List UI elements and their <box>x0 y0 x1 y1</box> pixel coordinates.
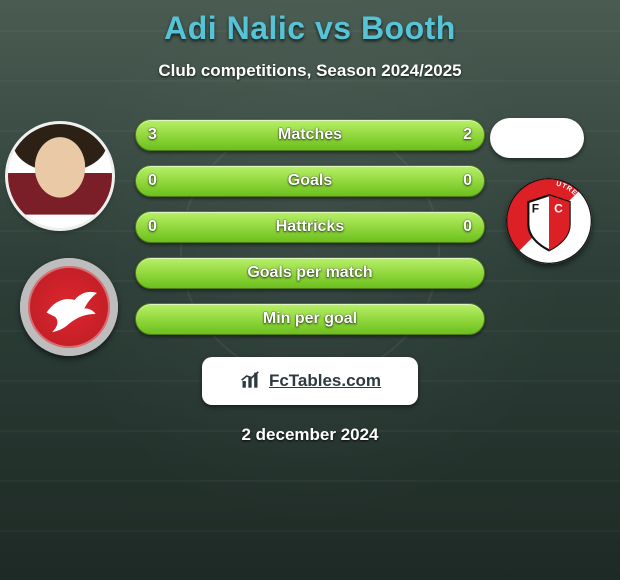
stats-list: 3 Matches 2 0 Goals 0 0 Hattricks 0 Goal… <box>135 119 485 335</box>
stat-value-left: 3 <box>148 126 157 144</box>
stat-label: Goals per match <box>247 264 372 282</box>
stat-label: Min per goal <box>263 310 357 328</box>
club-crest-left-inner <box>28 266 110 348</box>
stat-value-left: 0 <box>148 172 157 190</box>
stat-row-goals-per-match: Goals per match <box>135 257 485 289</box>
stat-label: Goals <box>288 172 332 190</box>
page-subtitle: Club competitions, Season 2024/2025 <box>10 61 610 81</box>
card-root: Adi Nalic vs Booth Club competitions, Se… <box>0 0 620 580</box>
stat-row-matches: 3 Matches 2 <box>135 119 485 151</box>
stat-value-right: 0 <box>463 172 472 190</box>
stat-row-min-per-goal: Min per goal <box>135 303 485 335</box>
stat-label: Matches <box>278 126 342 144</box>
club-crest-left <box>20 258 118 356</box>
bar-chart-icon <box>239 371 261 391</box>
stat-label: Hattricks <box>276 218 344 236</box>
almere-city-bird-icon <box>34 272 104 342</box>
stat-value-right: 0 <box>463 218 472 236</box>
player-photo-left <box>8 124 112 228</box>
fc-utrecht-crest-icon: F C UTRECHT <box>506 178 592 264</box>
svg-text:C: C <box>554 201 563 215</box>
stat-value-left: 0 <box>148 218 157 236</box>
brand-text: FcTables.com <box>269 371 381 391</box>
page-title: Adi Nalic vs Booth <box>10 10 610 47</box>
stat-row-hattricks: 0 Hattricks 0 <box>135 211 485 243</box>
snapshot-date: 2 december 2024 <box>10 425 610 445</box>
club-crest-right: F C UTRECHT <box>506 178 592 264</box>
player-photo-right-placeholder <box>490 118 584 158</box>
stat-value-right: 2 <box>463 126 472 144</box>
svg-text:F: F <box>532 201 539 215</box>
stat-row-goals: 0 Goals 0 <box>135 165 485 197</box>
brand-link[interactable]: FcTables.com <box>202 357 418 405</box>
